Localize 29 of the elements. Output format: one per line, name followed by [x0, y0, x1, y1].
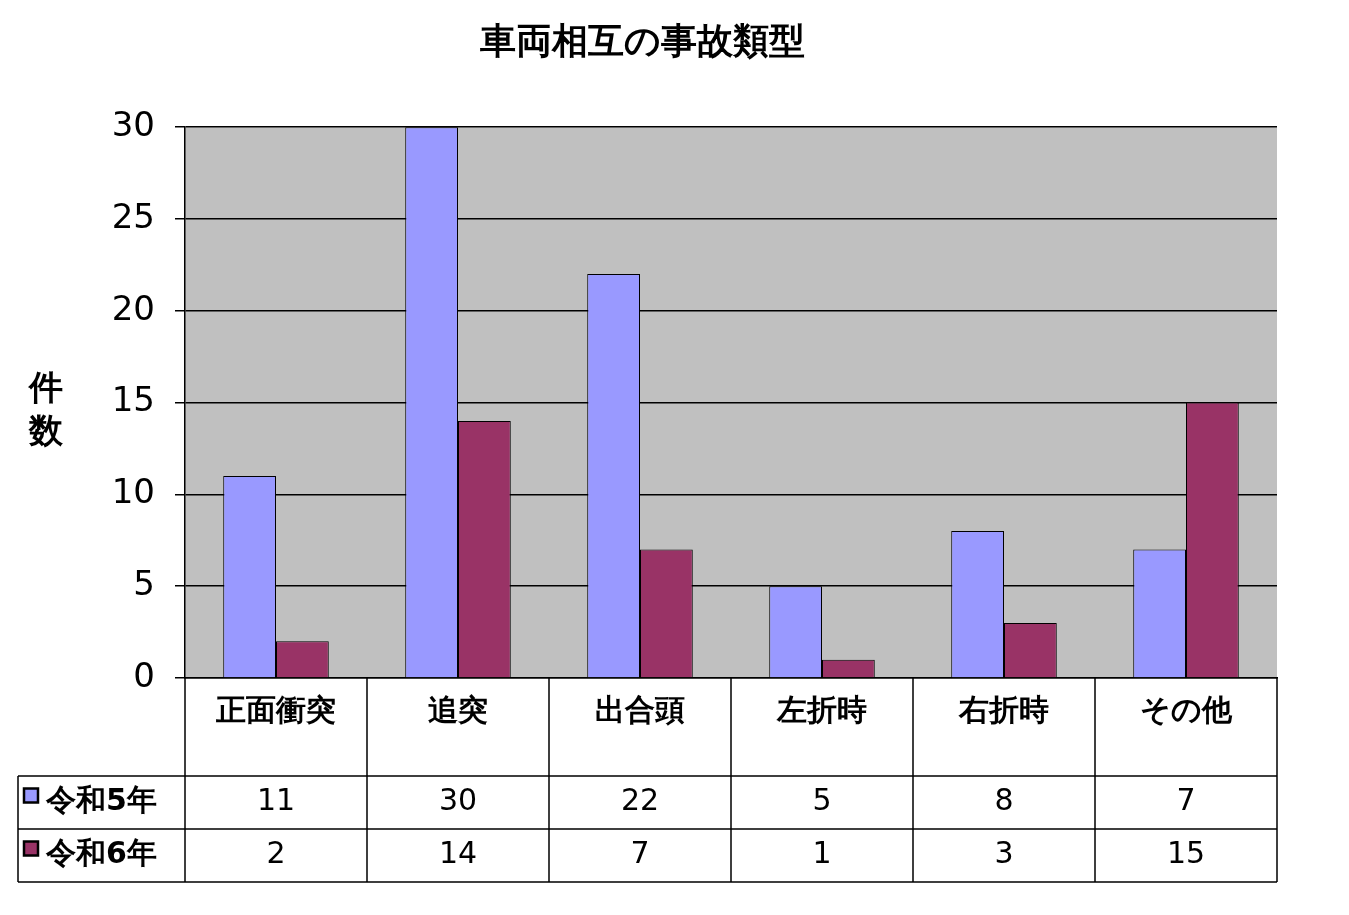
data-label: 11	[256, 782, 296, 818]
x-tick-label: 出合頭	[595, 691, 685, 727]
data-label: 30	[438, 782, 478, 818]
legend-label: 令和5年	[45, 782, 157, 818]
data-label: 7	[630, 835, 650, 871]
x-tick-label: 正面衝突	[215, 691, 336, 727]
y-tick-label: 10	[111, 471, 155, 512]
y-tick-label: 15	[111, 379, 155, 420]
data-label: 14	[438, 835, 478, 871]
x-tick-label: 左折時	[776, 691, 867, 727]
y-tick-label: 30	[111, 104, 155, 145]
data-label: 7	[1176, 782, 1196, 818]
data-label: 22	[620, 782, 660, 818]
data-label: 8	[994, 782, 1014, 818]
data-label: 2	[266, 835, 286, 871]
y-tick-label: 5	[133, 563, 155, 604]
y-axis-title: 件数	[28, 366, 64, 451]
data-label: 15	[1166, 835, 1206, 871]
x-tick-label: 追突	[428, 691, 488, 727]
x-tick-label: その他	[1140, 691, 1233, 727]
y-tick-label: 20	[111, 287, 155, 328]
data-label: 5	[812, 782, 832, 818]
chart-title: 車両相互の事故類型	[479, 19, 805, 61]
x-tick-label: 右折時	[958, 691, 1049, 727]
legend-label: 令和6年	[45, 835, 157, 871]
y-tick-label: 25	[111, 195, 155, 236]
y-tick-label: 0	[133, 654, 155, 695]
data-label: 1	[812, 835, 832, 871]
data-label: 3	[994, 835, 1014, 871]
